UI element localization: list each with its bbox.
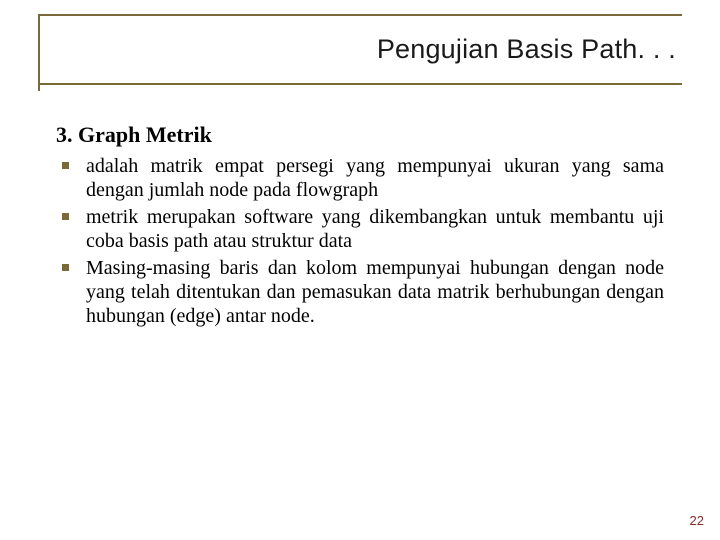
bullet-list: adalah matrik empat persegi yang mempuny… [56, 154, 664, 329]
list-item-text: metrik merupakan software yang dikembang… [86, 206, 664, 252]
list-item: metrik merupakan software yang dikembang… [56, 205, 664, 254]
slide: Pengujian Basis Path. . . 3. Graph Metri… [0, 0, 720, 540]
title-rule-bottom [38, 83, 682, 85]
slide-title: Pengujian Basis Path. . . [38, 16, 682, 83]
section-heading: 3. Graph Metrik [56, 122, 664, 148]
bullet-square-icon [62, 162, 69, 169]
page-number: 22 [690, 513, 704, 528]
content-area: 3. Graph Metrik adalah matrik empat pers… [56, 122, 664, 331]
list-item: Masing-masing baris dan kolom mempunyai … [56, 256, 664, 329]
list-item: adalah matrik empat persegi yang mempuny… [56, 154, 664, 203]
bullet-square-icon [62, 264, 69, 271]
bullet-square-icon [62, 213, 69, 220]
list-item-text: Masing-masing baris dan kolom mempunyai … [86, 257, 664, 328]
list-item-text: adalah matrik empat persegi yang mempuny… [86, 155, 664, 201]
title-block: Pengujian Basis Path. . . [38, 14, 682, 85]
title-rule-left [38, 14, 40, 91]
